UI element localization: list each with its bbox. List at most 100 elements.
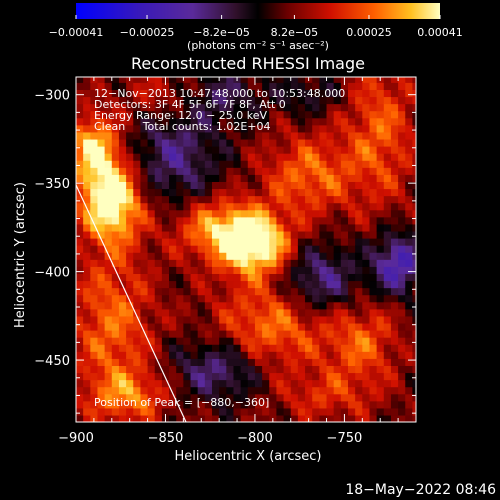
heatmap-cell [340, 259, 349, 267]
heatmap-cell [204, 160, 213, 168]
heatmap-cell [276, 216, 285, 225]
heatmap-cell [161, 266, 170, 274]
heatmap-cell [176, 414, 184, 422]
heatmap-cell [76, 308, 84, 317]
heatmap-cell [383, 414, 392, 422]
heatmap-cell [204, 223, 213, 232]
heatmap-cell [383, 280, 392, 289]
heatmap-cell [348, 77, 356, 83]
annotation-block: 12−Nov−2013 10:47:48.000 to 10:53:48.000… [94, 87, 345, 133]
heatmap-cell [305, 287, 313, 296]
heatmap-cell [161, 103, 170, 112]
heatmap-cell [383, 131, 392, 140]
heatmap-cell [204, 202, 213, 211]
heatmap-cell [176, 238, 184, 246]
heatmap-cell [133, 82, 142, 90]
heatmap-cell [161, 379, 170, 388]
heatmap-cell [190, 209, 199, 218]
heatmap-cell [90, 372, 99, 381]
heatmap-cell [254, 153, 263, 161]
heatmap-cell [340, 188, 349, 197]
heatmap-cell [383, 238, 392, 246]
heatmap-cell [83, 315, 91, 324]
heatmap-cell [204, 273, 213, 282]
heatmap-cell [362, 124, 371, 133]
heatmap-cell [312, 294, 320, 303]
heatmap-cell [247, 315, 256, 324]
heatmap-cell [219, 89, 227, 98]
heatmap-cell [197, 188, 206, 197]
heatmap-cell [383, 110, 392, 119]
heatmap-cell [340, 245, 349, 253]
heatmap-cell [240, 322, 249, 331]
heatmap-cell [269, 365, 278, 374]
heatmap-cell [247, 372, 256, 381]
heatmap-cell [140, 372, 149, 381]
heatmap-cell [333, 110, 342, 119]
x-axis-label: Heliocentric X (arcsec) [175, 449, 322, 464]
heatmap-cell [276, 124, 285, 133]
heatmap-cell [333, 400, 342, 409]
heatmap-cell [104, 131, 113, 140]
heatmap-cell [83, 195, 91, 204]
heatmap-cell [118, 82, 127, 90]
heatmap-cell [312, 82, 320, 90]
heatmap-cell [269, 372, 278, 381]
heatmap-cell [276, 365, 285, 374]
heatmap-cell [276, 393, 285, 402]
heatmap-cell [362, 407, 371, 416]
heatmap-cell [183, 138, 192, 147]
heatmap-cell [319, 230, 328, 239]
heatmap-cell [104, 414, 113, 422]
heatmap-cell [247, 202, 256, 211]
heatmap-cell [290, 315, 299, 324]
heatmap-cell [140, 131, 149, 140]
heatmap-cell [240, 330, 249, 338]
heatmap-cell [326, 315, 335, 324]
heatmap-cell [197, 351, 206, 359]
heatmap-cell [412, 414, 416, 422]
heatmap-cell [176, 138, 184, 147]
heatmap-cell [126, 372, 134, 381]
heatmap-cell [383, 393, 392, 402]
heatmap-cell [362, 351, 371, 359]
heatmap-cell [90, 301, 99, 310]
heatmap-cell [398, 379, 406, 388]
heatmap-cell [140, 273, 149, 282]
heatmap-cell [376, 358, 385, 366]
heatmap-cell [126, 330, 134, 338]
heatmap-cell [362, 245, 371, 253]
heatmap-cell [161, 238, 170, 246]
heatmap-cell [118, 209, 127, 218]
heatmap-cell [154, 315, 163, 324]
heatmap-cell [376, 365, 385, 374]
heatmap-cell [97, 117, 106, 126]
heatmap-cell [269, 146, 278, 154]
heatmap-cell [319, 344, 328, 352]
heatmap-cell [76, 358, 84, 366]
heatmap-cell [290, 358, 299, 366]
heatmap-cell [326, 280, 335, 289]
heatmap-cell [398, 252, 406, 260]
heatmap-cell [305, 400, 313, 409]
heatmap-cell [398, 110, 406, 119]
heatmap-cell [90, 322, 99, 331]
heatmap-cell [276, 174, 285, 182]
heatmap-cell [83, 301, 91, 310]
heatmap-cell [333, 414, 342, 422]
heatmap-cell [190, 245, 199, 253]
heatmap-cell [83, 245, 91, 253]
heatmap-cell [355, 315, 363, 324]
heatmap-cell [412, 181, 416, 190]
heatmap-cell [369, 322, 378, 331]
heatmap-cell [90, 407, 99, 416]
heatmap-cell [290, 252, 299, 260]
annotation-time-range: 12−Nov−2013 10:47:48.000 to 10:53:48.000 [94, 87, 345, 100]
heatmap-cell [312, 301, 320, 310]
heatmap-cell [161, 273, 170, 282]
heatmap-cell [305, 407, 313, 416]
heatmap-cell [111, 393, 120, 402]
heatmap-cell [283, 337, 292, 345]
heatmap-cell [118, 393, 127, 402]
heatmap-cell [276, 259, 285, 267]
